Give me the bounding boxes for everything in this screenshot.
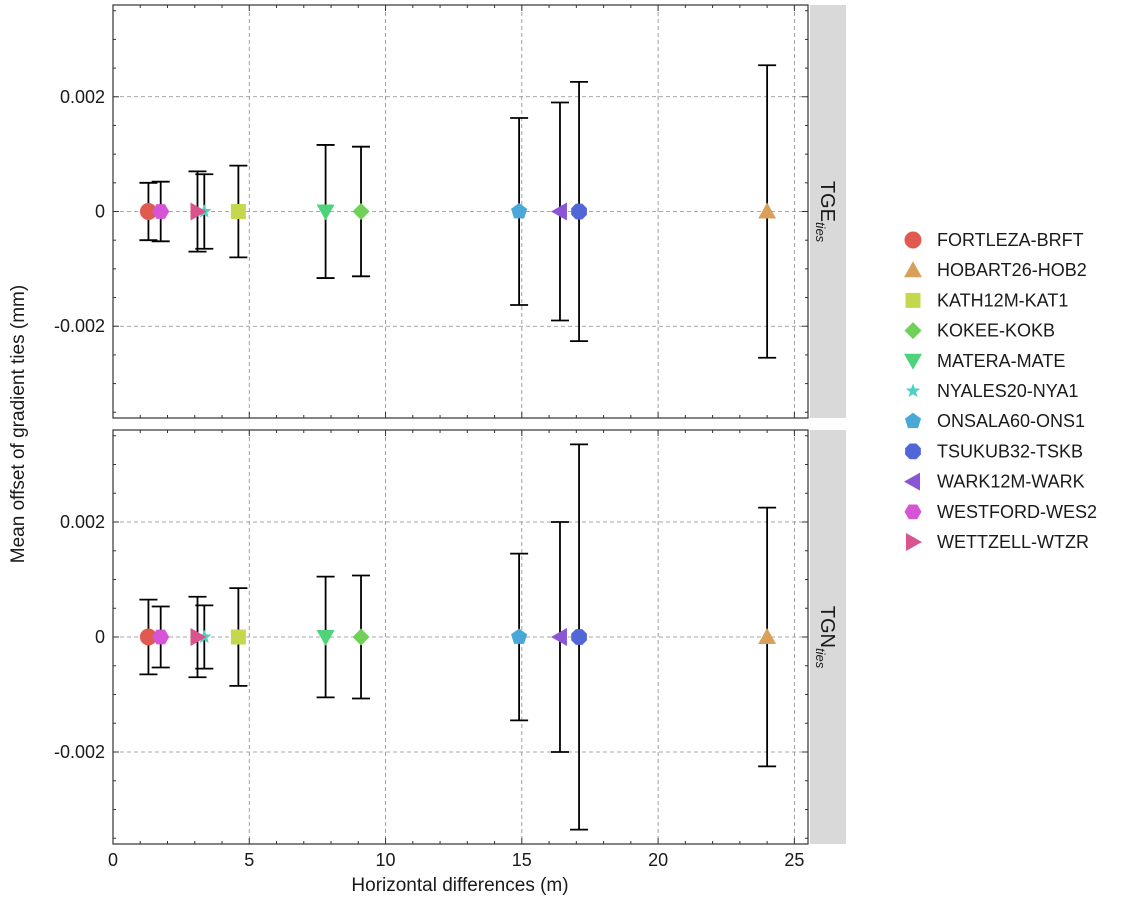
legend-label: WESTFORD-WES2 [937,502,1097,522]
legend-item: ONSALA60-ONS1 [904,411,1085,431]
data-point-matera-mate [316,630,335,646]
legend-marker [905,443,921,460]
x-tick-label: 5 [244,850,254,870]
data-point-fortleza-brft [139,203,157,220]
legend-item: KATH12M-KAT1 [905,290,1068,310]
legend-marker [904,472,920,491]
data-point-wark12m-wark [550,202,567,221]
legend-item: KOKEE-KOKB [904,321,1055,341]
data-point-westford-wes2 [152,629,170,645]
y-tick-label: 0.002 [60,512,105,532]
facet-strip-label: TGEties [813,181,838,243]
x-tick-label: 25 [784,850,804,870]
data-point-kath12m-kat1 [230,204,246,219]
data-point-wettzell-wtzr [190,628,207,646]
panels-layer: -0.002 0 0.002 TGEties -0.002 0 0.002 TGNties 0 5… [54,4,846,870]
legend-item: WESTFORD-WES2 [904,502,1097,522]
legend-label: KOKEE-KOKB [937,321,1055,341]
legend-label: FORTLEZA-BRFT [937,230,1084,250]
legend-label: WETTZELL-WTZR [937,532,1089,552]
legend-marker [905,292,921,308]
legend-item: NYALES20-NYA1 [905,381,1078,401]
facet-strip [810,430,846,844]
facet-strip [810,5,846,418]
y-tick-label: -0.002 [54,742,105,762]
legend-marker [906,533,922,551]
legend-item: TSUKUB32-TSKB [905,441,1083,461]
data-point-westford-wes2 [152,204,170,219]
legend-marker [904,353,922,370]
x-tick-label: 15 [512,850,532,870]
data-points [139,64,777,359]
legend-item: FORTLEZA-BRFT [904,230,1084,250]
legend-marker [904,261,922,278]
legend-marker [905,383,921,398]
data-point-onsala60-ons1 [511,628,528,644]
legend-marker [904,504,922,520]
legend-label: ONSALA60-ONS1 [937,411,1085,431]
y-tick-label: 0 [95,202,105,222]
panel-tge: -0.002 0 0.002 TGEties [54,4,846,419]
y-tick-label: -0.002 [54,316,105,336]
data-point-tsukub32-tskb [571,629,587,645]
axis-ticks [112,5,808,418]
data-point-tsukub32-tskb [571,203,587,220]
legend-item: WARK12M-WARK [904,472,1085,492]
legend-item: MATERA-MATE [904,351,1065,371]
data-point-fortleza-brft [139,628,157,646]
x-tick-labels: 0 5 10 15 20 25 [108,850,804,870]
legend-label: MATERA-MATE [937,351,1065,371]
legend-marker [904,322,922,340]
data-point-hobart26-hob2 [758,202,777,219]
legend-label: HOBART26-HOB2 [937,260,1087,280]
legend-label: TSUKUB32-TSKB [937,441,1083,461]
legend-marker [904,412,922,429]
grid [112,430,808,844]
data-point-onsala60-ons1 [511,203,528,219]
panel-tgn: -0.002 0 0.002 TGNties [54,429,846,845]
y-tick-label: 0.002 [60,87,105,107]
legend-label: NYALES20-NYA1 [937,381,1078,401]
grid [112,5,808,418]
data-point-hobart26-hob2 [758,628,777,644]
legend: FORTLEZA-BRFT HOBART26-HOB2 KATH12M-KAT1 KO… [904,230,1097,552]
x-tick-label: 10 [376,850,396,870]
data-point-wark12m-wark [550,628,567,646]
data-point-kokee-kokb [352,628,370,646]
legend-item: WETTZELL-WTZR [906,532,1089,552]
x-tick-label: 0 [108,850,118,870]
data-point-kath12m-kat1 [230,629,246,645]
facet-strip-label: TGNties [813,606,838,669]
y-tick-label: 0 [95,627,105,647]
y-axis-title: Mean offset of gradient ties (mm) [8,285,29,563]
x-axis-title: Horizontal differences (m) [351,875,568,896]
data-point-kokee-kokb [352,203,370,220]
x-tick-label: 20 [648,850,668,870]
data-points [139,443,777,831]
legend-label: KATH12M-KAT1 [937,290,1068,310]
legend-marker [904,231,922,249]
data-point-wettzell-wtzr [190,202,207,221]
legend-label: WARK12M-WARK [937,472,1085,492]
data-point-matera-mate [316,204,335,221]
axis-ticks [112,430,808,844]
legend-item: HOBART26-HOB2 [904,260,1087,280]
